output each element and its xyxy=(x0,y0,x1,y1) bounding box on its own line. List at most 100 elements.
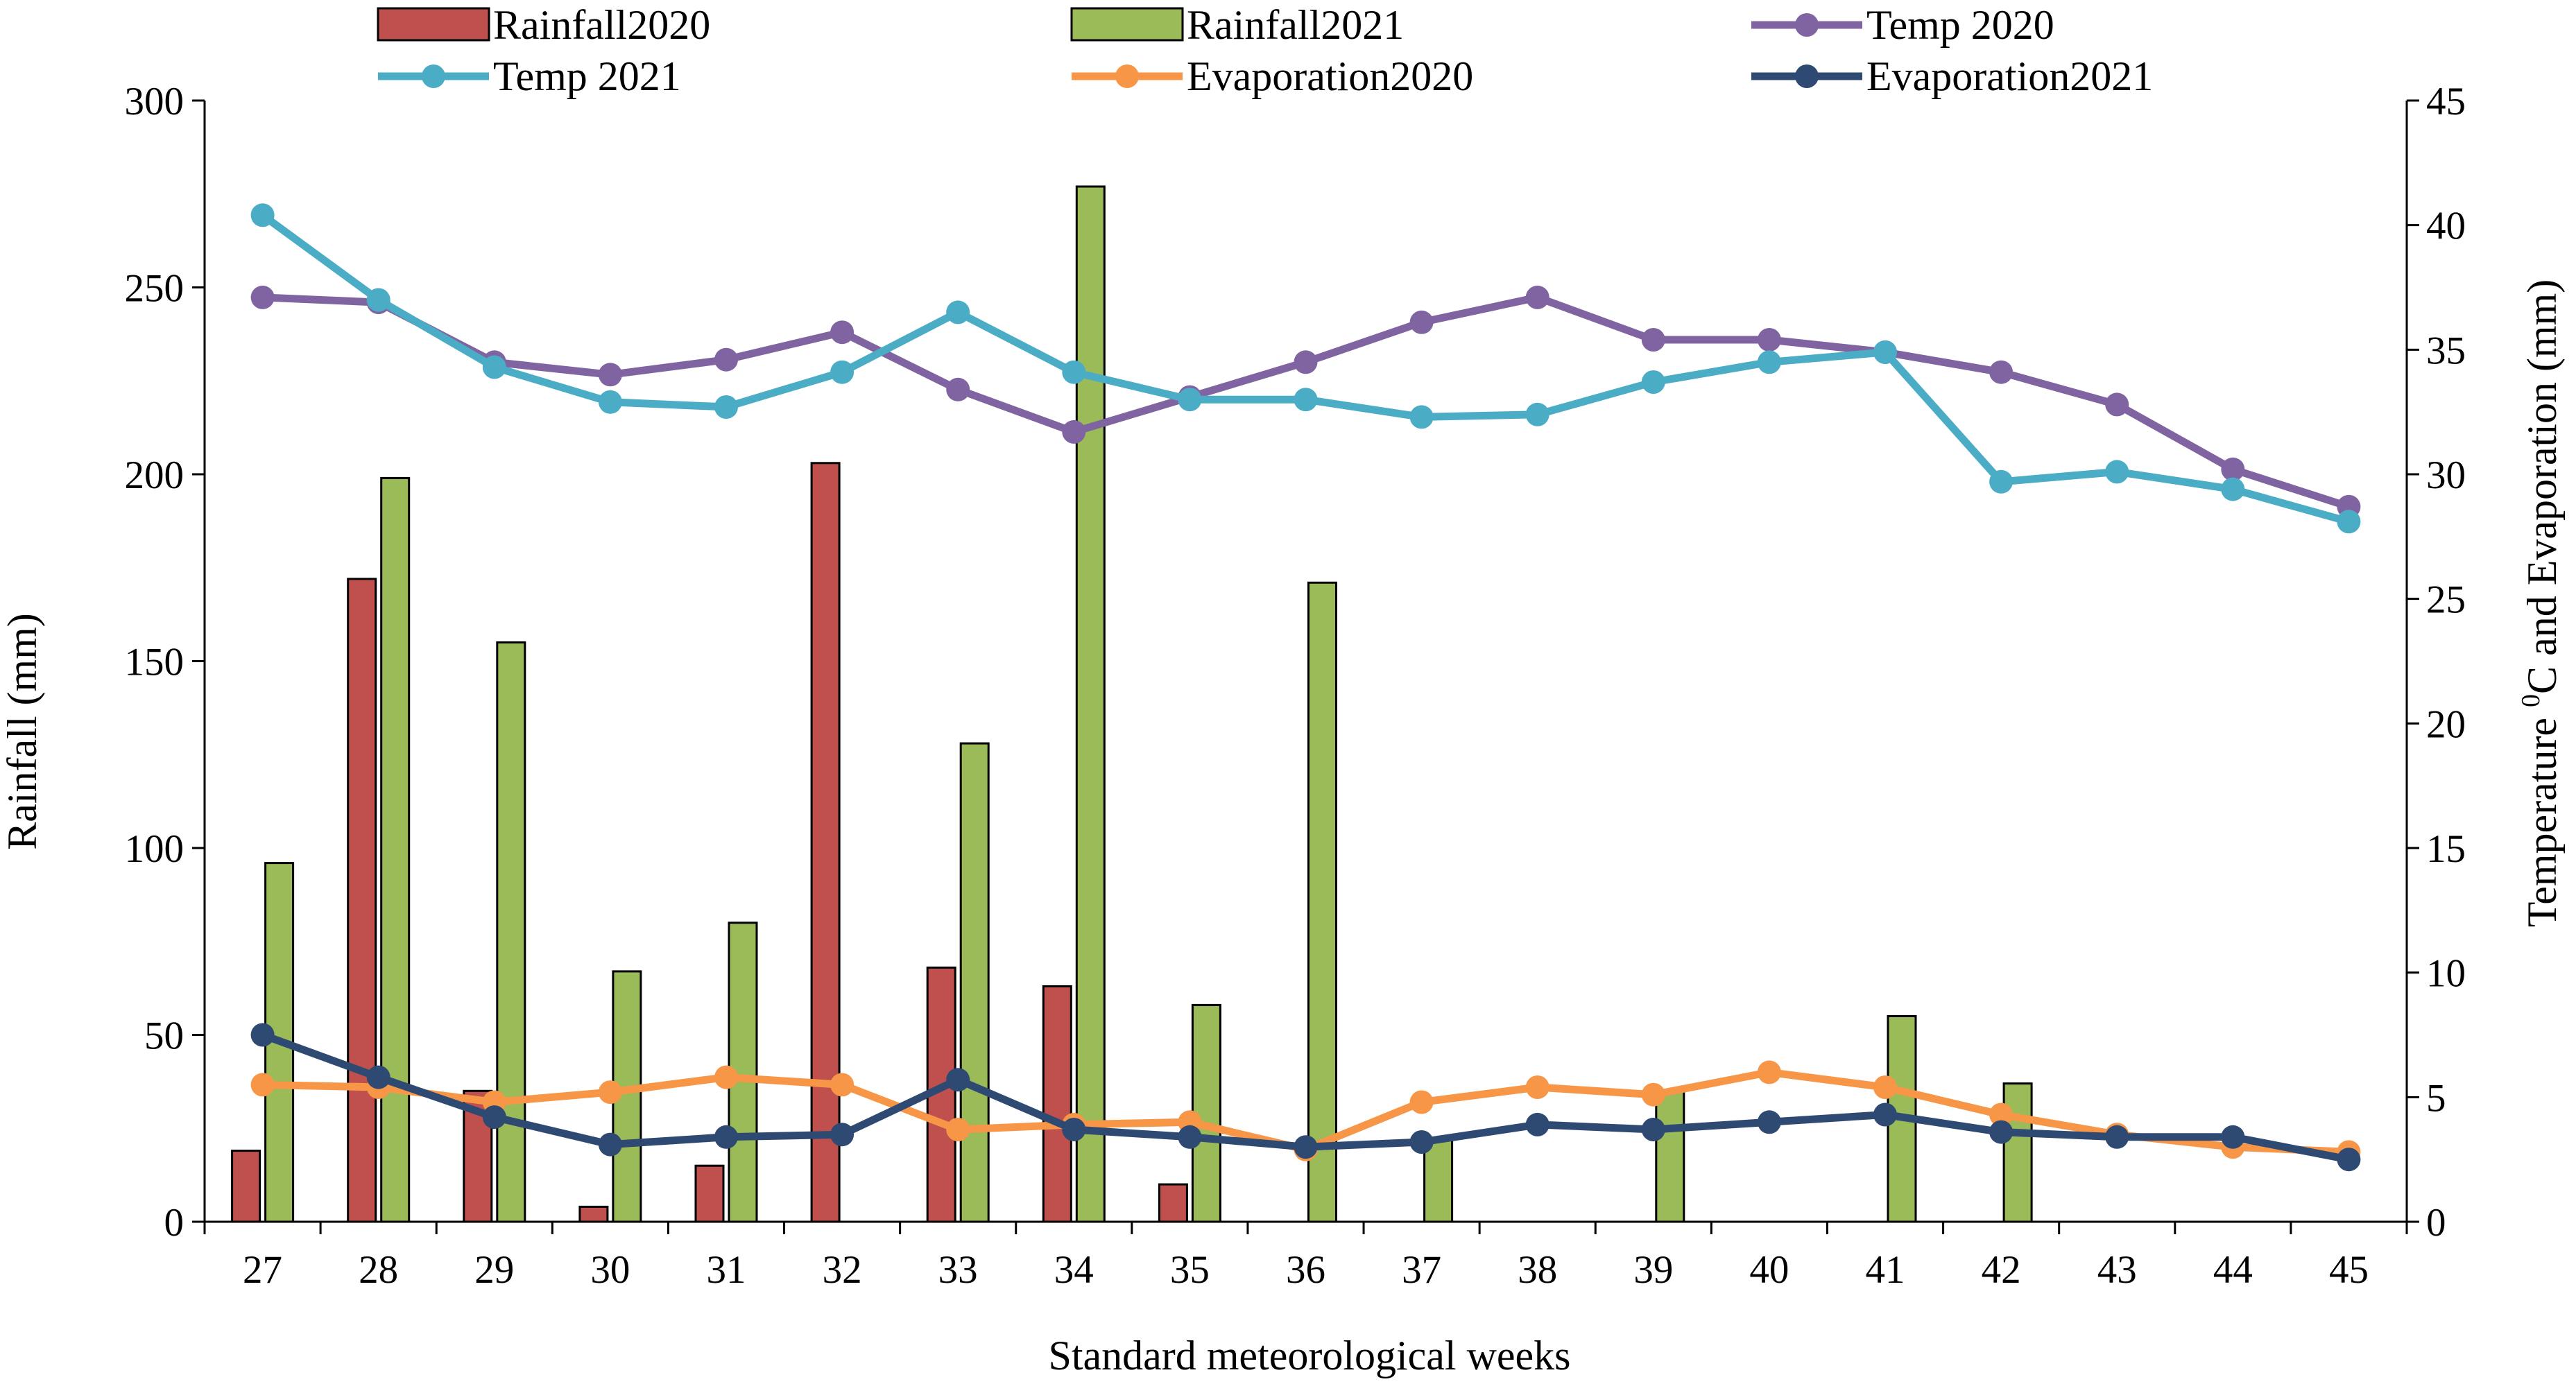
bar-rainfall2021-34 xyxy=(1075,185,1106,1223)
point-temp-2021-42 xyxy=(1989,469,2013,494)
point-evaporation2021-35 xyxy=(1178,1125,1202,1149)
point-temp-2021-36 xyxy=(1294,388,1318,412)
point-temp-2021-44 xyxy=(2221,477,2245,501)
point-temp-2020-27 xyxy=(250,285,275,309)
point-evaporation2020-31 xyxy=(714,1065,738,1089)
point-evaporation2021-30 xyxy=(598,1132,622,1157)
point-temp-2020-34 xyxy=(1062,419,1086,444)
x-tick-label: 40 xyxy=(1749,1248,1789,1292)
point-evaporation2021-36 xyxy=(1294,1135,1318,1159)
y-right-tick-label: 15 xyxy=(2426,827,2466,871)
x-tick-label: 35 xyxy=(1170,1248,1210,1292)
point-evaporation2021-27 xyxy=(250,1023,275,1047)
point-temp-2020-37 xyxy=(1409,310,1434,334)
x-tick-label: 39 xyxy=(1633,1248,1673,1292)
legend-label-rainfall2020: Rainfall2020 xyxy=(493,2,710,48)
point-temp-2021-29 xyxy=(482,355,506,379)
x-tick-label: 37 xyxy=(1402,1248,1441,1292)
point-temp-2020-39 xyxy=(1641,328,1665,352)
y-left-tick-label: 250 xyxy=(125,267,184,311)
bar-rainfall2021-28 xyxy=(380,476,411,1223)
legend-marker-temp-2020 xyxy=(1795,13,1819,37)
point-temp-2021-30 xyxy=(598,390,622,414)
point-evaporation2021-40 xyxy=(1757,1110,1781,1134)
point-evaporation2021-32 xyxy=(830,1123,855,1147)
point-temp-2020-32 xyxy=(830,320,855,345)
y-left-tick-label: 100 xyxy=(125,827,184,871)
bar-rainfall2020-35 xyxy=(1158,1183,1188,1223)
point-evaporation2020-41 xyxy=(1873,1075,1897,1099)
bar-rainfall2021-33 xyxy=(959,742,990,1223)
legend-marker-evaporation2020 xyxy=(1115,64,1139,88)
y-right-tick-label: 20 xyxy=(2426,702,2466,746)
legend-swatch-rainfall2021 xyxy=(1070,7,1184,42)
x-tick-label: 41 xyxy=(1866,1248,1905,1292)
point-evaporation2020-37 xyxy=(1409,1090,1434,1114)
legend-label-evaporation2021: Evaporation2021 xyxy=(1866,53,2153,99)
y-right-tick-label: 35 xyxy=(2426,329,2466,372)
point-temp-2020-33 xyxy=(946,377,970,401)
y-axis-left-title: Rainfall (mm) xyxy=(0,613,45,850)
point-temp-2021-32 xyxy=(830,360,855,384)
x-axis-title: Standard meteorological weeks xyxy=(1048,1333,1570,1378)
bar-rainfall2021-39 xyxy=(1655,1089,1685,1223)
point-evaporation2020-33 xyxy=(946,1118,970,1141)
legend-label-temp-2020: Temp 2020 xyxy=(1866,2,2054,48)
point-temp-2021-41 xyxy=(1873,340,1897,364)
point-temp-2021-31 xyxy=(714,395,738,419)
bar-rainfall2021-30 xyxy=(612,970,642,1223)
point-temp-2021-38 xyxy=(1525,402,1549,426)
legend: Rainfall2020 Rainfall2021 Temp 2020 Temp 20… xyxy=(377,2,2153,99)
point-temp-2021-27 xyxy=(250,203,275,227)
point-evaporation2020-32 xyxy=(830,1073,855,1097)
point-evaporation2020-38 xyxy=(1525,1075,1549,1099)
y-right-tick-label: 10 xyxy=(2426,952,2466,996)
point-evaporation2021-43 xyxy=(2105,1125,2129,1149)
x-tick-label: 36 xyxy=(1286,1248,1325,1292)
point-evaporation2021-38 xyxy=(1525,1112,1549,1136)
x-tick-label: 44 xyxy=(2213,1248,2253,1292)
point-temp-2020-40 xyxy=(1757,328,1781,352)
point-temp-2021-28 xyxy=(366,288,390,312)
x-tick-label: 42 xyxy=(1982,1248,2021,1292)
point-temp-2021-40 xyxy=(1757,350,1781,374)
point-evaporation2020-39 xyxy=(1641,1082,1665,1107)
legend-label-temp-2021: Temp 2021 xyxy=(493,53,681,99)
bar-rainfall2020-31 xyxy=(694,1164,725,1223)
point-temp-2021-35 xyxy=(1178,388,1202,412)
y-right-tick-label: 5 xyxy=(2426,1076,2446,1120)
labels-layer: Standard meteorological weeks Rainfall (… xyxy=(0,279,2565,1378)
legend-label-evaporation2020: Evaporation2020 xyxy=(1187,53,1473,99)
x-tick-label: 30 xyxy=(590,1248,630,1292)
point-evaporation2021-33 xyxy=(946,1068,970,1092)
y-right-tick-label: 0 xyxy=(2426,1201,2446,1245)
bar-rainfall2020-27 xyxy=(231,1150,261,1223)
point-temp-2020-42 xyxy=(1989,360,2013,384)
axes-layer: 0 50 100 150 200 250 300 0 5 10 15 20 25 30 35 40 45 27 28… xyxy=(125,80,2466,1292)
point-evaporation2021-39 xyxy=(1641,1118,1665,1141)
point-temp-2020-43 xyxy=(2105,392,2129,417)
point-evaporation2021-44 xyxy=(2221,1125,2245,1149)
y-left-tick-label: 300 xyxy=(125,80,184,123)
point-evaporation2021-37 xyxy=(1409,1130,1434,1154)
legend-marker-temp-2021 xyxy=(422,64,445,88)
point-temp-2021-43 xyxy=(2105,460,2129,484)
point-evaporation2021-41 xyxy=(1873,1102,1897,1127)
point-evaporation2020-27 xyxy=(250,1073,275,1097)
point-evaporation2020-30 xyxy=(598,1080,622,1105)
x-tick-label: 45 xyxy=(2329,1248,2369,1292)
legend-label-rainfall2021: Rainfall2021 xyxy=(1187,2,1404,48)
y-axis-right-title: Temperature 0C and Evaporation (mm) xyxy=(2516,279,2565,927)
y-right-tick-label: 40 xyxy=(2426,205,2466,248)
y-axis-right-title-superscript: 0 xyxy=(2516,694,2545,707)
point-evaporation2021-34 xyxy=(1062,1118,1086,1141)
x-tick-label: 29 xyxy=(474,1248,514,1292)
point-evaporation2020-42 xyxy=(1989,1102,2013,1127)
point-temp-2020-44 xyxy=(2221,457,2245,481)
point-evaporation2021-29 xyxy=(482,1105,506,1130)
point-evaporation2020-40 xyxy=(1757,1060,1781,1084)
x-tick-label: 38 xyxy=(1518,1248,1557,1292)
y-axis-right-title-part2: C and Evaporation (mm) xyxy=(2519,279,2565,694)
legend-marker-evaporation2021 xyxy=(1795,64,1819,88)
